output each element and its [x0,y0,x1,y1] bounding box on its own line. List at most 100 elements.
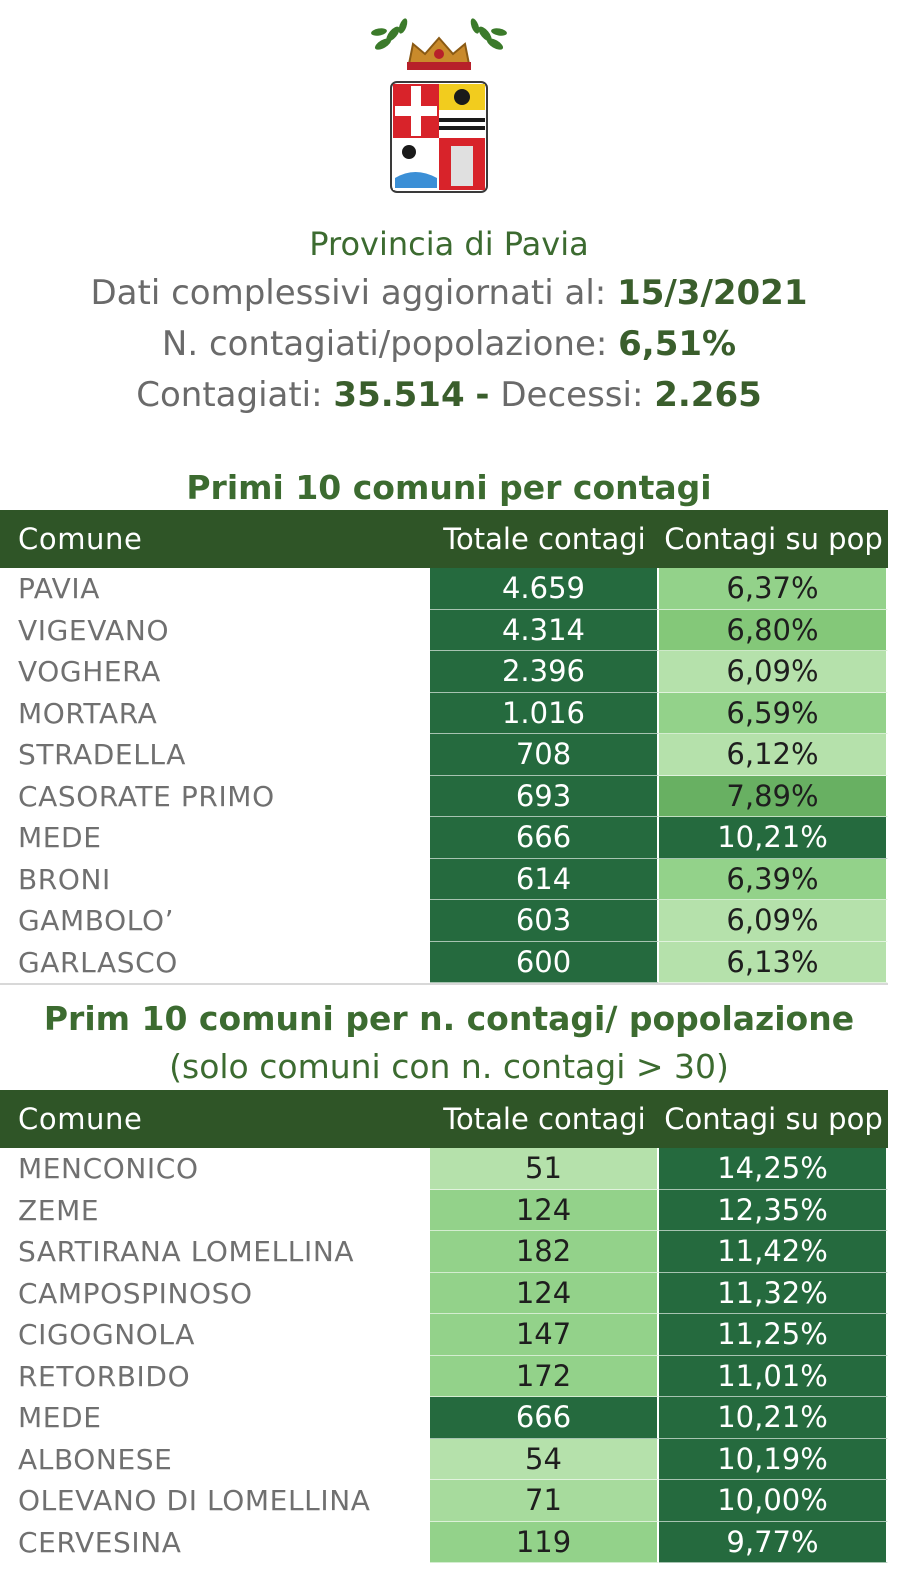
total-cases-cell: 147 [430,1314,659,1356]
ratio-label: N. contagiati/popolazione: [161,324,608,364]
total-cases-cell: 693 [430,775,659,817]
column-header-comune: Comune [18,1102,143,1136]
comune-name: MORTARA [18,696,158,730]
comune-name: MENCONICO [18,1152,199,1186]
table-row: CASORATE PRIMO 693 7,89% [0,775,888,817]
table-row: CERVESINA 119 9,77% [0,1521,888,1563]
updated-line: Dati complessivi aggiornati al: 15/3/202… [0,268,898,319]
deaths-value: 2.265 [654,375,762,415]
total-cases-cell: 600 [430,941,659,983]
table-row: MENCONICO 51 14,25% [0,1148,888,1190]
table-row: GAMBOLO’ 603 6,09% [0,900,888,942]
table-row: ALBONESE 54 10,19% [0,1438,888,1480]
total-cases-cell: 614 [430,858,659,900]
updated-value: 15/3/2021 [617,273,808,313]
cases-ratio-cell: 6,12% [659,734,888,776]
cases-ratio-cell: 6,37% [659,568,888,610]
cases-ratio-cell: 11,32% [659,1272,888,1314]
top-comuni-by-cases-table: Comune Totale contagi Contagi su pop PAV… [0,510,888,985]
comune-name: RETORBIDO [18,1359,191,1393]
table-row: RETORBIDO 172 11,01% [0,1355,888,1397]
column-header-total: Totale contagi [443,1102,646,1136]
cases-ratio-cell: 6,09% [659,900,888,942]
province-title: Provincia di Pavia [309,225,589,263]
table-row: ZEME 124 12,35% [0,1189,888,1231]
cases-ratio-cell: 10,19% [659,1438,888,1480]
table2-title-line1: Prim 10 comuni per n. contagi/ popolazio… [43,999,855,1038]
top-comuni-by-ratio-table: Comune Totale contagi Contagi su pop MEN… [0,1090,888,1563]
cases-ratio-cell: 10,21% [659,817,888,859]
total-cases-cell: 708 [430,734,659,776]
comune-name: VIGEVANO [18,613,170,647]
comune-name: ALBONESE [18,1442,173,1476]
ratio-line: N. contagiati/popolazione: 6,51% [0,319,898,370]
comune-name: GAMBOLO’ [18,904,175,938]
province-crest-icon [371,18,507,193]
table-row: SARTIRANA LOMELLINA 182 11,42% [0,1231,888,1273]
total-cases-cell: 603 [430,900,659,942]
column-header-total: Totale contagi [443,522,646,556]
table-row: OLEVANO DI LOMELLINA 71 10,00% [0,1480,888,1522]
table-row: VIGEVANO 4.314 6,80% [0,609,888,651]
cases-ratio-cell: 6,39% [659,858,888,900]
summary-header: Provincia di Pavia Dati complessivi aggi… [0,220,898,421]
table-row: MEDE 666 10,21% [0,817,888,859]
total-cases-cell: 4.314 [430,609,659,651]
total-cases-cell: 182 [430,1231,659,1273]
cases-ratio-cell: 12,35% [659,1189,888,1231]
infected-label: Contagiati: [136,375,323,415]
comune-name: CIGOGNOLA [18,1318,196,1352]
cases-ratio-cell: 9,77% [659,1521,888,1563]
deaths-label: Decessi: [500,375,644,415]
cases-ratio-cell: 10,21% [659,1397,888,1439]
total-cases-cell: 54 [430,1438,659,1480]
total-cases-cell: 51 [430,1148,659,1190]
cases-ratio-cell: 6,80% [659,609,888,651]
infected-value: 35.514 [333,375,465,415]
total-cases-cell: 172 [430,1355,659,1397]
ratio-value: 6,51% [618,324,737,364]
total-cases-cell: 1.016 [430,692,659,734]
total-cases-cell: 2.396 [430,651,659,693]
table-row: GARLASCO 600 6,13% [0,941,888,983]
comune-name: BRONI [18,862,111,896]
total-cases-cell: 71 [430,1480,659,1522]
table-row: VOGHERA 2.396 6,09% [0,651,888,693]
table2-header: Comune Totale contagi Contagi su pop [0,1090,888,1148]
comune-name: CASORATE PRIMO [18,779,275,813]
comune-name: PAVIA [18,572,101,606]
cases-ratio-cell: 11,01% [659,1355,888,1397]
table-row: CIGOGNOLA 147 11,25% [0,1314,888,1356]
comune-name: GARLASCO [18,945,178,979]
table-row: BRONI 614 6,39% [0,858,888,900]
total-cases-cell: 124 [430,1189,659,1231]
comune-name: CAMPOSPINOSO [18,1276,253,1310]
table2-title-line2: (solo comuni con n. contagi > 30) [169,1047,729,1086]
cases-ratio-cell: 11,42% [659,1231,888,1273]
total-cases-cell: 124 [430,1272,659,1314]
total-cases-cell: 666 [430,817,659,859]
table1-title: Primi 10 comuni per contagi [186,468,712,507]
table-row: MEDE 666 10,21% [0,1397,888,1439]
comune-name: CERVESINA [18,1525,182,1559]
totals-separator: - [475,375,490,415]
comune-name: MEDE [18,821,102,855]
total-cases-cell: 666 [430,1397,659,1439]
updated-label: Dati complessivi aggiornati al: [90,273,607,313]
table-row: MORTARA 1.016 6,59% [0,692,888,734]
cases-ratio-cell: 10,00% [659,1480,888,1522]
table1-header: Comune Totale contagi Contagi su pop [0,510,888,568]
comune-name: ZEME [18,1193,100,1227]
cases-ratio-cell: 6,13% [659,941,888,983]
comune-name: MEDE [18,1401,102,1435]
column-header-pct: Contagi su pop [664,522,883,556]
column-header-pct: Contagi su pop [664,1102,883,1136]
table-row: PAVIA 4.659 6,37% [0,568,888,610]
totals-line: Contagiati: 35.514 - Decessi: 2.265 [0,370,898,421]
comune-name: OLEVANO DI LOMELLINA [18,1484,371,1518]
table-row: CAMPOSPINOSO 124 11,32% [0,1272,888,1314]
table-row: STRADELLA 708 6,12% [0,734,888,776]
cases-ratio-cell: 6,09% [659,651,888,693]
cases-ratio-cell: 11,25% [659,1314,888,1356]
total-cases-cell: 119 [430,1521,659,1563]
